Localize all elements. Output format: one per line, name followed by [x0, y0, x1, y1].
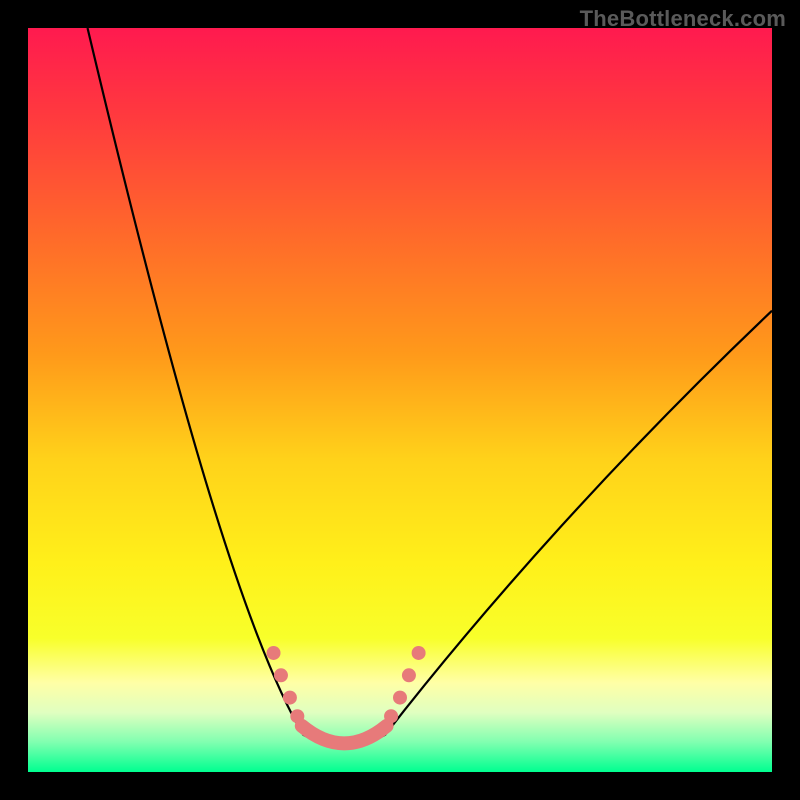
valley-dot-right [384, 709, 398, 723]
valley-dot-right [402, 668, 416, 682]
valley-dot-left [290, 709, 304, 723]
plot-background [28, 28, 772, 772]
valley-dot-left [267, 646, 281, 660]
bottleneck-curve-plot [28, 28, 772, 772]
valley-dot-left [274, 668, 288, 682]
valley-dot-right [412, 646, 426, 660]
valley-dot-left [283, 691, 297, 705]
chart-frame: TheBottleneck.com [0, 0, 800, 800]
valley-dot-right [393, 691, 407, 705]
